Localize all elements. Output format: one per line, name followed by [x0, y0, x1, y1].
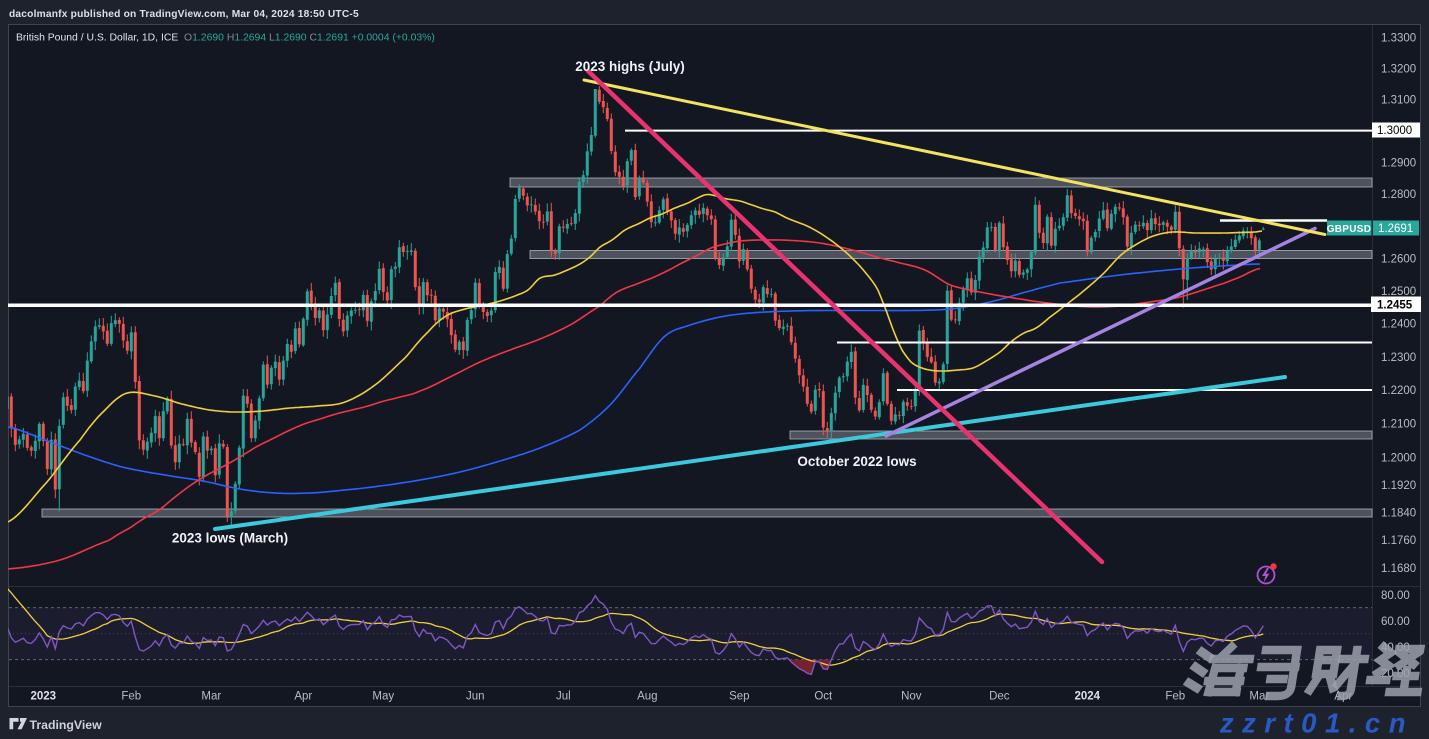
svg-text:Aug: Aug — [637, 691, 657, 703]
svg-text:Feb: Feb — [121, 691, 141, 703]
svg-text:1.3100: 1.3100 — [1381, 95, 1416, 107]
svg-text:Mar: Mar — [201, 691, 221, 703]
svg-text:80.00: 80.00 — [1381, 590, 1410, 602]
svg-text:1.2100: 1.2100 — [1381, 419, 1416, 431]
svg-text:1.2300: 1.2300 — [1381, 352, 1416, 364]
svg-text:1.1840: 1.1840 — [1381, 507, 1416, 519]
svg-text:1.1680: 1.1680 — [1381, 563, 1416, 575]
svg-text:2023 highs (July): 2023 highs (July) — [575, 59, 685, 74]
svg-text:1.2500: 1.2500 — [1381, 286, 1416, 298]
svg-text:1.2455: 1.2455 — [1377, 300, 1413, 312]
svg-text:GBPUSD: GBPUSD — [1327, 224, 1372, 235]
svg-text:October 2022 lows: October 2022 lows — [797, 454, 916, 469]
svg-text:May: May — [372, 691, 394, 703]
svg-text:dacolmanfx published on Tradin: dacolmanfx published on TradingView.com,… — [9, 9, 359, 20]
svg-text:Jul: Jul — [556, 691, 571, 703]
svg-text:1.3000: 1.3000 — [1377, 125, 1412, 137]
svg-text:2023 lows (March): 2023 lows (March) — [172, 531, 288, 546]
svg-text:British Pound / U.S. Dollar, 1: British Pound / U.S. Dollar, 1D, ICE O1.… — [16, 33, 435, 44]
svg-text:1.2691: 1.2691 — [1378, 223, 1413, 235]
svg-text:Dec: Dec — [989, 691, 1010, 703]
svg-text:1.3300: 1.3300 — [1381, 33, 1416, 45]
svg-text:TradingView: TradingView — [30, 718, 103, 732]
svg-text:1.2600: 1.2600 — [1381, 253, 1416, 265]
svg-text:1.1760: 1.1760 — [1381, 535, 1416, 547]
svg-text:zzrt01.cn: zzrt01.cn — [1219, 708, 1414, 739]
svg-text:Oct: Oct — [814, 691, 833, 703]
svg-text:Nov: Nov — [901, 691, 922, 703]
svg-text:1.2000: 1.2000 — [1381, 453, 1416, 465]
svg-text:60.00: 60.00 — [1381, 616, 1410, 628]
svg-text:2024: 2024 — [1075, 691, 1101, 703]
svg-text:1.2400: 1.2400 — [1381, 319, 1416, 331]
svg-text:1.3200: 1.3200 — [1381, 63, 1416, 75]
svg-text:Mar: Mar — [1249, 691, 1269, 703]
svg-text:Apr: Apr — [294, 691, 312, 703]
svg-text:2023: 2023 — [31, 691, 57, 703]
svg-text:1.2900: 1.2900 — [1381, 157, 1416, 169]
svg-text:1.2800: 1.2800 — [1381, 189, 1416, 201]
svg-text:1.1920: 1.1920 — [1381, 480, 1416, 492]
svg-text:Sep: Sep — [729, 691, 749, 703]
svg-text:Jun: Jun — [466, 691, 485, 703]
svg-text:Feb: Feb — [1165, 691, 1185, 703]
svg-text:1.2200: 1.2200 — [1381, 385, 1416, 397]
